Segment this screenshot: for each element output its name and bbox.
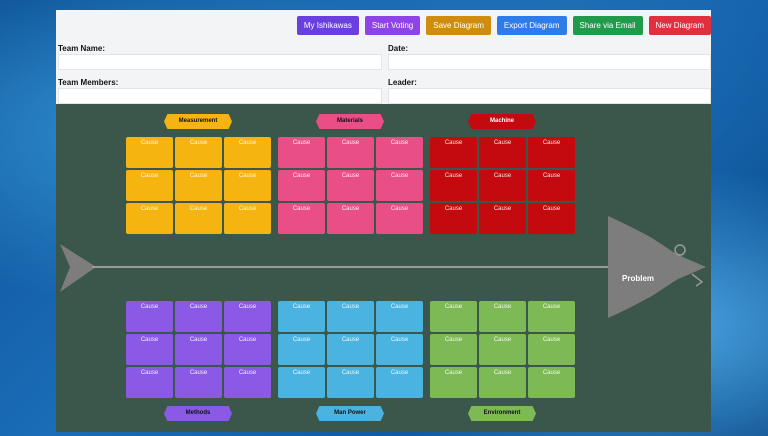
cause-card[interactable]: Cause <box>430 334 477 365</box>
cause-card[interactable]: Cause <box>224 137 271 168</box>
cause-card[interactable]: Cause <box>224 203 271 234</box>
cause-card[interactable]: Cause <box>528 137 575 168</box>
cause-card[interactable]: Cause <box>430 170 477 201</box>
new-diagram-button[interactable]: New Diagram <box>648 16 711 35</box>
cause-card[interactable]: Cause <box>376 137 423 168</box>
cause-card[interactable]: Cause <box>278 137 325 168</box>
fishbone-canvas: Problem Measurement Materials Machine Me… <box>56 104 711 432</box>
cause-card[interactable]: Cause <box>327 301 374 332</box>
team-members-input[interactable] <box>58 88 382 104</box>
cause-card[interactable]: Cause <box>126 301 173 332</box>
cause-card[interactable]: Cause <box>528 367 575 398</box>
tag-environment[interactable]: Environment <box>468 406 536 421</box>
save-diagram-button[interactable]: Save Diagram <box>426 16 491 35</box>
cause-card[interactable]: Cause <box>479 334 526 365</box>
cause-card[interactable]: Cause <box>175 137 222 168</box>
cause-card[interactable]: Cause <box>376 334 423 365</box>
cause-card[interactable]: Cause <box>175 203 222 234</box>
cause-card[interactable]: Cause <box>175 301 222 332</box>
cause-card[interactable]: Cause <box>479 137 526 168</box>
header-panel: My Ishikawas Start Voting Save Diagram E… <box>56 10 711 104</box>
cause-card[interactable]: Cause <box>278 334 325 365</box>
materials-causes: Cause Cause Cause Cause Cause Cause Cause Cause… <box>278 137 423 234</box>
cause-card[interactable]: Cause <box>175 170 222 201</box>
cause-card[interactable]: Cause <box>126 367 173 398</box>
date-input[interactable] <box>388 54 711 70</box>
tag-methods[interactable]: Methods <box>164 406 232 421</box>
tag-materials[interactable]: Materials <box>316 114 384 129</box>
tag-machine[interactable]: Machine <box>468 114 536 129</box>
leader-input[interactable] <box>388 88 711 104</box>
cause-card[interactable]: Cause <box>376 301 423 332</box>
cause-card[interactable]: Cause <box>430 137 477 168</box>
measurement-causes: Cause Cause Cause Cause Cause Cause Cause Cause… <box>126 137 271 234</box>
cause-card[interactable]: Cause <box>327 203 374 234</box>
leader-label: Leader: <box>388 78 417 87</box>
tag-man-power[interactable]: Man Power <box>316 406 384 421</box>
cause-card[interactable]: Cause <box>126 137 173 168</box>
cause-card[interactable]: Cause <box>278 170 325 201</box>
cause-card[interactable]: Cause <box>327 334 374 365</box>
fish-head <box>608 216 696 318</box>
fish-head-tip <box>676 254 706 280</box>
cause-card[interactable]: Cause <box>430 367 477 398</box>
fish-eye <box>674 244 686 256</box>
start-voting-button[interactable]: Start Voting <box>364 16 421 35</box>
cause-card[interactable]: Cause <box>479 301 526 332</box>
share-email-button[interactable]: Share via Email <box>572 16 643 35</box>
cause-card[interactable]: Cause <box>479 170 526 201</box>
cause-card[interactable]: Cause <box>327 170 374 201</box>
tag-measurement[interactable]: Measurement <box>164 114 232 129</box>
cause-card[interactable]: Cause <box>175 367 222 398</box>
cause-card[interactable]: Cause <box>327 137 374 168</box>
export-diagram-button[interactable]: Export Diagram <box>496 16 567 35</box>
cause-card[interactable]: Cause <box>224 334 271 365</box>
cause-card[interactable]: Cause <box>479 367 526 398</box>
cause-card[interactable]: Cause <box>126 203 173 234</box>
toolbar: My Ishikawas Start Voting Save Diagram E… <box>296 16 711 35</box>
team-members-label: Team Members: <box>58 78 119 87</box>
cause-card[interactable]: Cause <box>479 203 526 234</box>
cause-card[interactable]: Cause <box>528 334 575 365</box>
cause-card[interactable]: Cause <box>376 203 423 234</box>
machine-causes: Cause Cause Cause Cause Cause Cause Cause Cause… <box>430 137 575 234</box>
team-name-label: Team Name: <box>58 44 105 53</box>
cause-card[interactable]: Cause <box>376 170 423 201</box>
fish-tail <box>60 244 96 292</box>
cause-card[interactable]: Cause <box>175 334 222 365</box>
cause-card[interactable]: Cause <box>224 301 271 332</box>
man-power-causes: Cause Cause Cause Cause Cause Cause Cause Cause… <box>278 301 423 398</box>
cause-card[interactable]: Cause <box>278 301 325 332</box>
cause-card[interactable]: Cause <box>224 367 271 398</box>
date-label: Date: <box>388 44 409 53</box>
cause-card[interactable]: Cause <box>278 203 325 234</box>
cause-card[interactable]: Cause <box>430 203 477 234</box>
cause-card[interactable]: Cause <box>126 170 173 201</box>
ishikawa-app: My Ishikawas Start Voting Save Diagram E… <box>56 10 711 432</box>
environment-causes: Cause Cause Cause Cause Cause Cause Cause Cause… <box>430 301 575 398</box>
cause-card[interactable]: Cause <box>528 170 575 201</box>
cause-card[interactable]: Cause <box>126 334 173 365</box>
problem-label[interactable]: Problem <box>622 274 655 283</box>
cause-card[interactable]: Cause <box>528 203 575 234</box>
my-ishikawas-button[interactable]: My Ishikawas <box>296 16 359 35</box>
cause-card[interactable]: Cause <box>376 367 423 398</box>
cause-card[interactable]: Cause <box>430 301 477 332</box>
cause-card[interactable]: Cause <box>224 170 271 201</box>
cause-card[interactable]: Cause <box>278 367 325 398</box>
team-name-input[interactable] <box>58 54 382 70</box>
methods-causes: Cause Cause Cause Cause Cause Cause Cause Cause… <box>126 301 271 398</box>
cause-card[interactable]: Cause <box>528 301 575 332</box>
fishbone-skeleton <box>60 216 706 318</box>
cause-card[interactable]: Cause <box>327 367 374 398</box>
fish-fin <box>691 273 704 287</box>
